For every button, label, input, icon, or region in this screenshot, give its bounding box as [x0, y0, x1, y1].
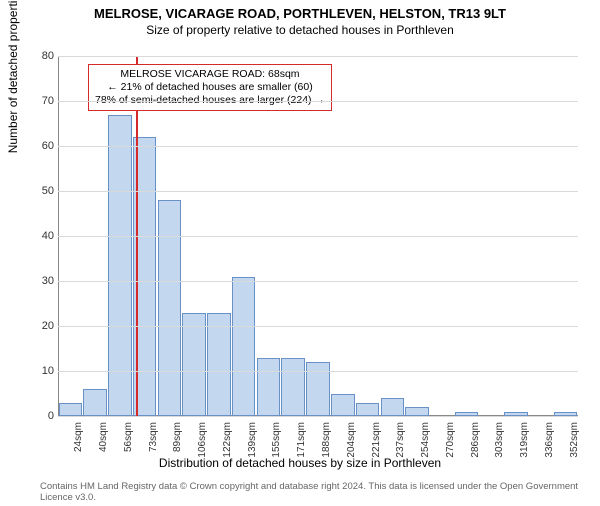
y-tick-label: 80 [28, 50, 54, 62]
bar [232, 277, 256, 417]
annotation-box: MELROSE VICARAGE ROAD: 68sqm ← 21% of de… [88, 64, 332, 111]
grid-line [58, 281, 578, 282]
bar [83, 389, 107, 416]
bar [331, 394, 355, 417]
grid-line [58, 56, 578, 57]
y-tick-label: 20 [28, 320, 54, 332]
bar [207, 313, 231, 417]
grid-line [58, 191, 578, 192]
grid-line [58, 416, 578, 417]
grid-line [58, 326, 578, 327]
y-tick-label: 70 [28, 95, 54, 107]
y-tick-label: 10 [28, 365, 54, 377]
annotation-line1: MELROSE VICARAGE ROAD: 68sqm [95, 68, 325, 81]
grid-line [58, 101, 578, 102]
bar [257, 358, 281, 417]
y-tick-label: 30 [28, 275, 54, 287]
page-title: MELROSE, VICARAGE ROAD, PORTHLEVEN, HELS… [0, 6, 600, 21]
y-tick-label: 50 [28, 185, 54, 197]
bar [59, 403, 83, 417]
bar [182, 313, 206, 417]
grid-line [58, 371, 578, 372]
bar [158, 200, 182, 416]
bar [356, 403, 380, 417]
grid-line [58, 236, 578, 237]
bar [281, 358, 305, 417]
bar [381, 398, 405, 416]
page-subtitle: Size of property relative to detached ho… [0, 23, 600, 37]
x-axis-title: Distribution of detached houses by size … [0, 456, 600, 470]
chart-plot-area: MELROSE VICARAGE ROAD: 68sqm ← 21% of de… [58, 56, 578, 416]
y-tick-label: 60 [28, 140, 54, 152]
annotation-line2: ← 21% of detached houses are smaller (60… [95, 81, 325, 94]
y-axis-title: Number of detached properties [6, 0, 20, 153]
bar [405, 407, 429, 416]
grid-line [58, 146, 578, 147]
y-tick-label: 0 [28, 410, 54, 422]
y-tick-label: 40 [28, 230, 54, 242]
